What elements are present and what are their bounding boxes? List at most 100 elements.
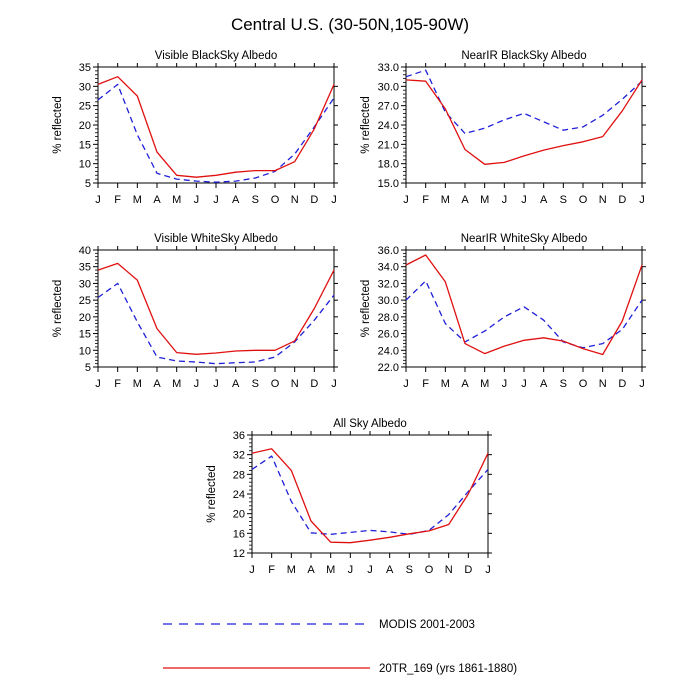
x-tick-label: S	[406, 564, 413, 576]
y-tick-label: 18.0	[378, 159, 399, 171]
x-tick-label: F	[422, 378, 429, 390]
y-tick-label: 33.0	[378, 62, 399, 74]
y-tick-label: 32	[233, 450, 245, 462]
page-title: Central U.S. (30-50N,105-90W)	[231, 15, 469, 34]
x-tick-label: J	[502, 378, 508, 390]
y-tick-label: 34.0	[378, 262, 399, 274]
x-tick-label: A	[232, 378, 240, 390]
x-tick-label: J	[348, 564, 354, 576]
x-tick-label: N	[291, 378, 299, 390]
x-tick-label: A	[307, 564, 315, 576]
chart-title: Visible BlackSky Albedo	[155, 50, 278, 62]
legend-modis-label: MODIS 2001-2003	[379, 619, 475, 631]
series-line-model	[251, 448, 489, 544]
y-tick-label: 21.0	[378, 139, 399, 151]
x-tick-label: J	[502, 194, 508, 206]
x-tick-label: M	[172, 378, 181, 390]
y-tick-label: 15	[79, 139, 91, 151]
x-tick-label: J	[639, 378, 645, 390]
x-tick-label: A	[232, 194, 240, 206]
plot-frame	[97, 249, 335, 368]
x-tick-label: M	[480, 378, 489, 390]
x-tick-label: M	[480, 194, 489, 206]
x-tick-label: F	[268, 564, 275, 576]
plot-frame	[405, 66, 643, 184]
x-tick-label: F	[114, 378, 121, 390]
y-tick-label: 16	[233, 528, 245, 540]
x-tick-label: J	[639, 194, 645, 206]
x-tick-label: O	[579, 194, 588, 206]
x-tick-label: M	[287, 564, 296, 576]
y-tick-label: 24.0	[378, 345, 399, 357]
x-tick-label: S	[252, 194, 259, 206]
y-tick-label: 28	[233, 469, 245, 481]
y-tick-label: 27.0	[378, 101, 399, 113]
y-tick-label: 20	[233, 509, 245, 521]
x-tick-label: N	[291, 194, 299, 206]
x-tick-label: M	[441, 194, 450, 206]
y-axis-label: % reflected	[360, 96, 372, 154]
x-tick-label: D	[310, 378, 318, 390]
y-axis-label: % reflected	[52, 96, 64, 154]
plot-frame	[405, 249, 643, 368]
y-tick-label: 35	[79, 262, 91, 274]
y-tick-label: 26.0	[378, 329, 399, 341]
x-tick-label: D	[618, 378, 626, 390]
legend: MODIS 2001-2003 20TR_169 (yrs 1861-1880)	[163, 619, 517, 675]
x-tick-label: J	[521, 194, 527, 206]
y-tick-label: 36	[233, 430, 245, 442]
y-tick-label: 30	[79, 81, 91, 93]
series-line-modis	[97, 83, 335, 183]
x-tick-label: J	[403, 194, 409, 206]
y-tick-label: 25	[79, 101, 91, 113]
plot-frame	[97, 66, 335, 184]
series-line-model	[405, 79, 643, 165]
y-tick-label: 5	[85, 178, 91, 190]
x-tick-label: O	[271, 378, 280, 390]
series-line-model	[97, 262, 335, 355]
x-tick-label: J	[194, 194, 200, 206]
x-tick-label: N	[445, 564, 453, 576]
x-tick-label: D	[464, 564, 472, 576]
y-tick-label: 15	[79, 329, 91, 341]
x-tick-label: S	[560, 378, 567, 390]
x-tick-label: M	[133, 194, 142, 206]
series-line-model	[97, 76, 335, 178]
x-tick-label: N	[599, 194, 607, 206]
y-axis-label: % reflected	[360, 280, 372, 338]
series-line-modis	[97, 282, 335, 365]
x-tick-label: D	[618, 194, 626, 206]
y-tick-label: 22.0	[378, 362, 399, 374]
x-tick-label: O	[425, 564, 434, 576]
series-line-modis	[251, 455, 489, 535]
y-tick-label: 12	[233, 548, 245, 560]
series-line-modis	[405, 69, 643, 135]
series-line-model	[405, 254, 643, 356]
x-tick-label: J	[249, 564, 255, 576]
x-tick-label: M	[441, 378, 450, 390]
x-tick-label: J	[331, 378, 337, 390]
x-tick-label: A	[461, 378, 469, 390]
x-tick-label: J	[331, 194, 337, 206]
y-tick-label: 36.0	[378, 245, 399, 257]
x-tick-label: J	[213, 378, 219, 390]
x-tick-label: O	[579, 378, 588, 390]
x-tick-label: J	[485, 564, 491, 576]
chart-title: NearIR WhiteSky Albedo	[461, 233, 588, 245]
y-tick-label: 10	[79, 345, 91, 357]
x-tick-label: J	[95, 378, 101, 390]
x-tick-label: A	[153, 194, 161, 206]
y-tick-label: 24	[233, 489, 245, 501]
chart-title: All Sky Albedo	[333, 418, 407, 430]
x-tick-label: J	[403, 378, 409, 390]
chart-panel: NearIR BlackSky Albedo 15.0 18.0 21.0 24.0 27…	[360, 50, 646, 206]
x-tick-label: A	[153, 378, 161, 390]
x-tick-label: A	[461, 194, 469, 206]
x-tick-label: F	[422, 194, 429, 206]
x-tick-label: J	[367, 564, 373, 576]
y-tick-label: 32.0	[378, 278, 399, 290]
